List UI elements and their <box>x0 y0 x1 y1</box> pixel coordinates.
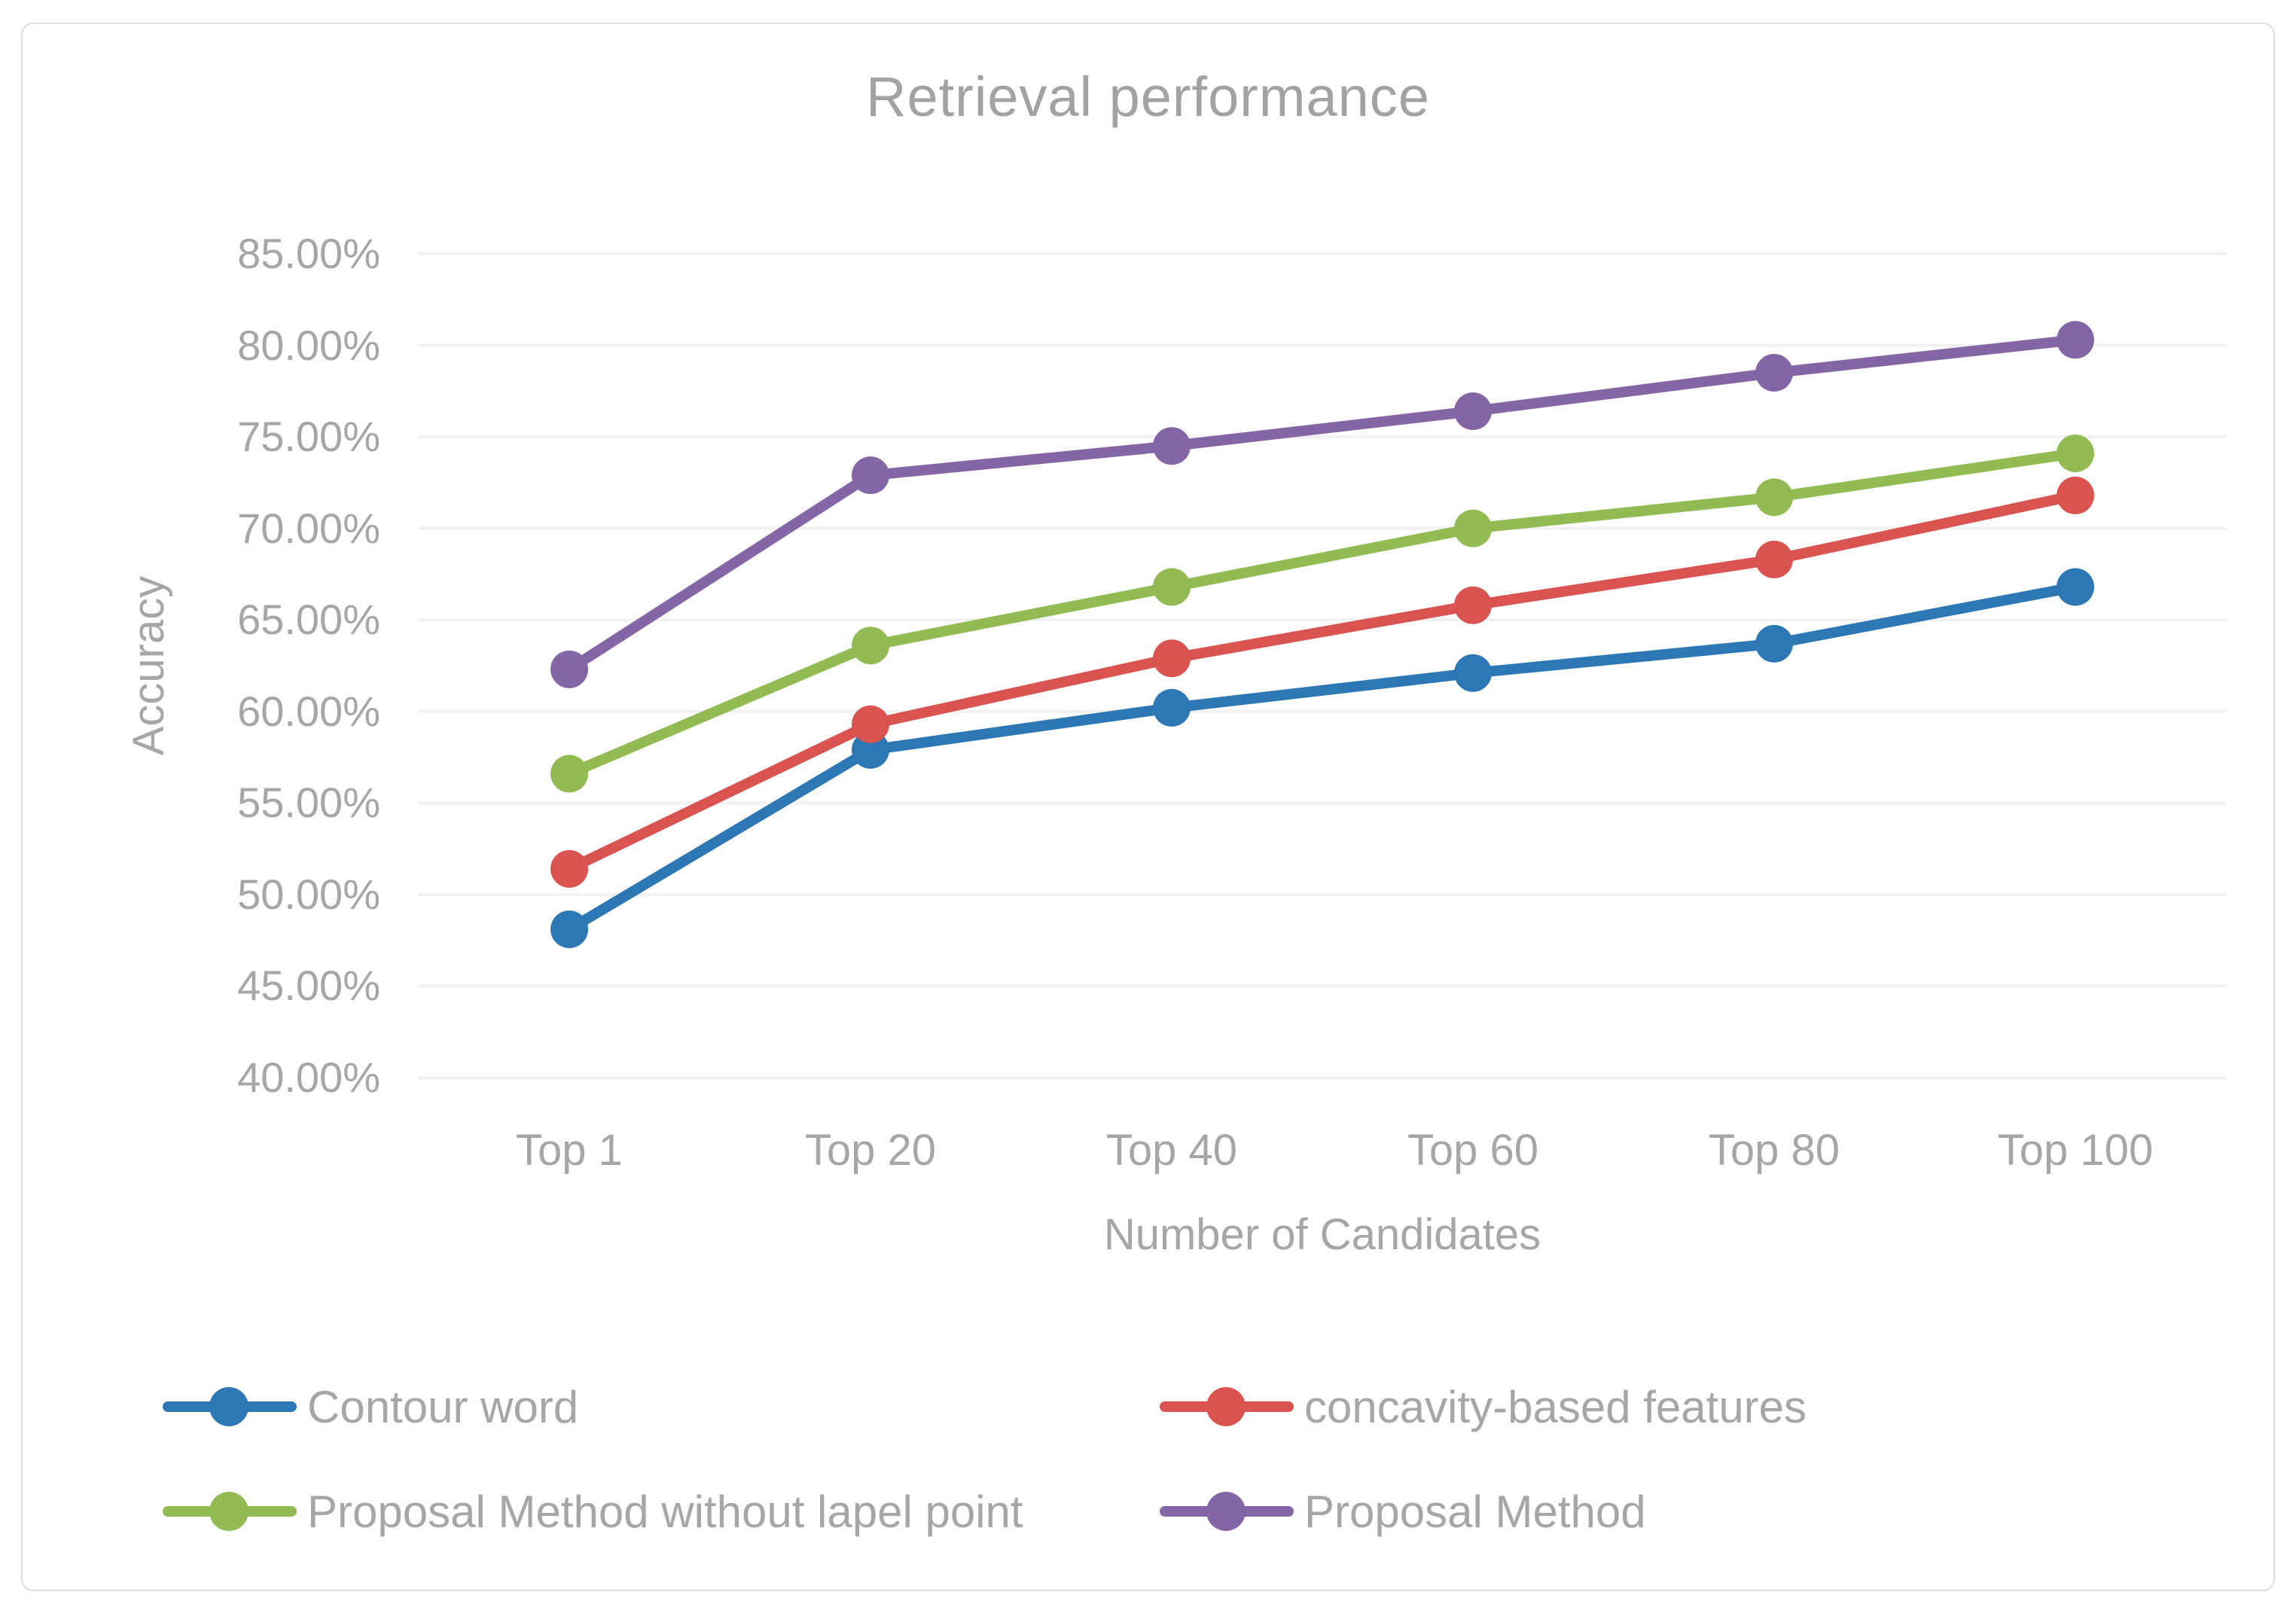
data-point-proposal-method-without-lapel-point-top-40 <box>1153 568 1191 606</box>
series-line-concavity-based-features <box>564 489 2081 874</box>
y-tick-label: 40.00% <box>237 1054 380 1101</box>
y-tick-label: 50.00% <box>237 870 380 918</box>
chart-title: Retrieval performance <box>866 66 1430 128</box>
gridlines <box>419 252 2226 1079</box>
legend-label: Proposal Method <box>1304 1486 1646 1537</box>
chart-frame-border <box>21 23 2275 1591</box>
y-tick-label: 55.00% <box>237 779 380 827</box>
legend-line-marker <box>1160 1483 1294 1540</box>
data-point-proposal-method-top-100 <box>2057 321 2094 359</box>
legend-label: Proposal Method without lapel point <box>307 1486 1023 1537</box>
data-point-contour-word-top-80 <box>1755 624 1793 663</box>
data-point-concavity-based-features-top-100 <box>2057 476 2094 514</box>
x-tick-label: Top 20 <box>804 1126 937 1175</box>
y-tick-label: 80.00% <box>237 321 380 369</box>
legend-line-marker <box>1160 1378 1294 1435</box>
x-tick-label: Top 100 <box>1997 1126 2154 1175</box>
y-tick-label: 45.00% <box>237 962 380 1010</box>
y-tick-label: 85.00% <box>237 230 380 277</box>
legend-dot <box>1206 1492 1246 1531</box>
series-line-proposal-method-without-lapel-point <box>564 447 2081 779</box>
data-point-proposal-method-top-20 <box>852 456 889 495</box>
legend-line-marker <box>163 1378 297 1435</box>
data-point-proposal-method-without-lapel-point-top-1 <box>550 755 588 793</box>
legend-label: concavity-based features <box>1304 1381 1807 1432</box>
legend-item-concavity-based-features: concavity-based features <box>1160 1378 1807 1435</box>
data-point-proposal-method-top-40 <box>1153 427 1191 465</box>
y-tick-label: 60.00% <box>237 687 380 735</box>
data-point-proposal-method-top-1 <box>550 650 588 688</box>
data-point-concavity-based-features-top-80 <box>1755 540 1793 578</box>
x-axis-title: Number of Candidates <box>1103 1210 1541 1259</box>
legend-item-contour-word: Contour word <box>163 1378 578 1435</box>
data-point-contour-word-top-1 <box>550 910 588 949</box>
data-point-proposal-method-top-60 <box>1454 392 1492 431</box>
legend-label: Contour word <box>307 1381 579 1432</box>
data-point-proposal-method-without-lapel-point-top-60 <box>1454 509 1492 547</box>
series-line-contour-word <box>564 581 2081 935</box>
legend-dot <box>209 1492 249 1531</box>
data-point-contour-word-top-60 <box>1454 654 1492 692</box>
legend-line-marker <box>163 1483 297 1540</box>
y-tick-label: 75.00% <box>237 413 380 461</box>
data-point-proposal-method-top-80 <box>1755 354 1793 392</box>
legend-dot <box>209 1387 249 1426</box>
series-line-proposal-method <box>564 334 2081 675</box>
data-point-proposal-method-without-lapel-point-top-100 <box>2057 434 2094 472</box>
data-point-proposal-method-without-lapel-point-top-80 <box>1755 478 1793 517</box>
x-tick-label: Top 1 <box>516 1126 623 1175</box>
legend-item-proposal-method: Proposal Method <box>1160 1483 1646 1540</box>
data-point-concavity-based-features-top-20 <box>852 705 889 743</box>
y-tick-label: 65.00% <box>237 596 380 644</box>
data-point-proposal-method-without-lapel-point-top-20 <box>852 627 889 665</box>
data-point-contour-word-top-40 <box>1153 688 1191 727</box>
y-tick-label: 70.00% <box>237 504 380 552</box>
x-tick-label: Top 60 <box>1407 1126 1539 1175</box>
data-point-contour-word-top-100 <box>2057 568 2094 606</box>
data-point-concavity-based-features-top-60 <box>1454 586 1492 624</box>
x-tick-label: Top 80 <box>1708 1126 1840 1175</box>
legend-dot <box>1206 1387 1246 1426</box>
data-point-concavity-based-features-top-40 <box>1153 639 1191 678</box>
x-tick-label: Top 40 <box>1105 1126 1238 1175</box>
data-point-concavity-based-features-top-1 <box>550 849 588 888</box>
legend-item-proposal-method-without-lapel-point: Proposal Method without lapel point <box>163 1483 1023 1540</box>
